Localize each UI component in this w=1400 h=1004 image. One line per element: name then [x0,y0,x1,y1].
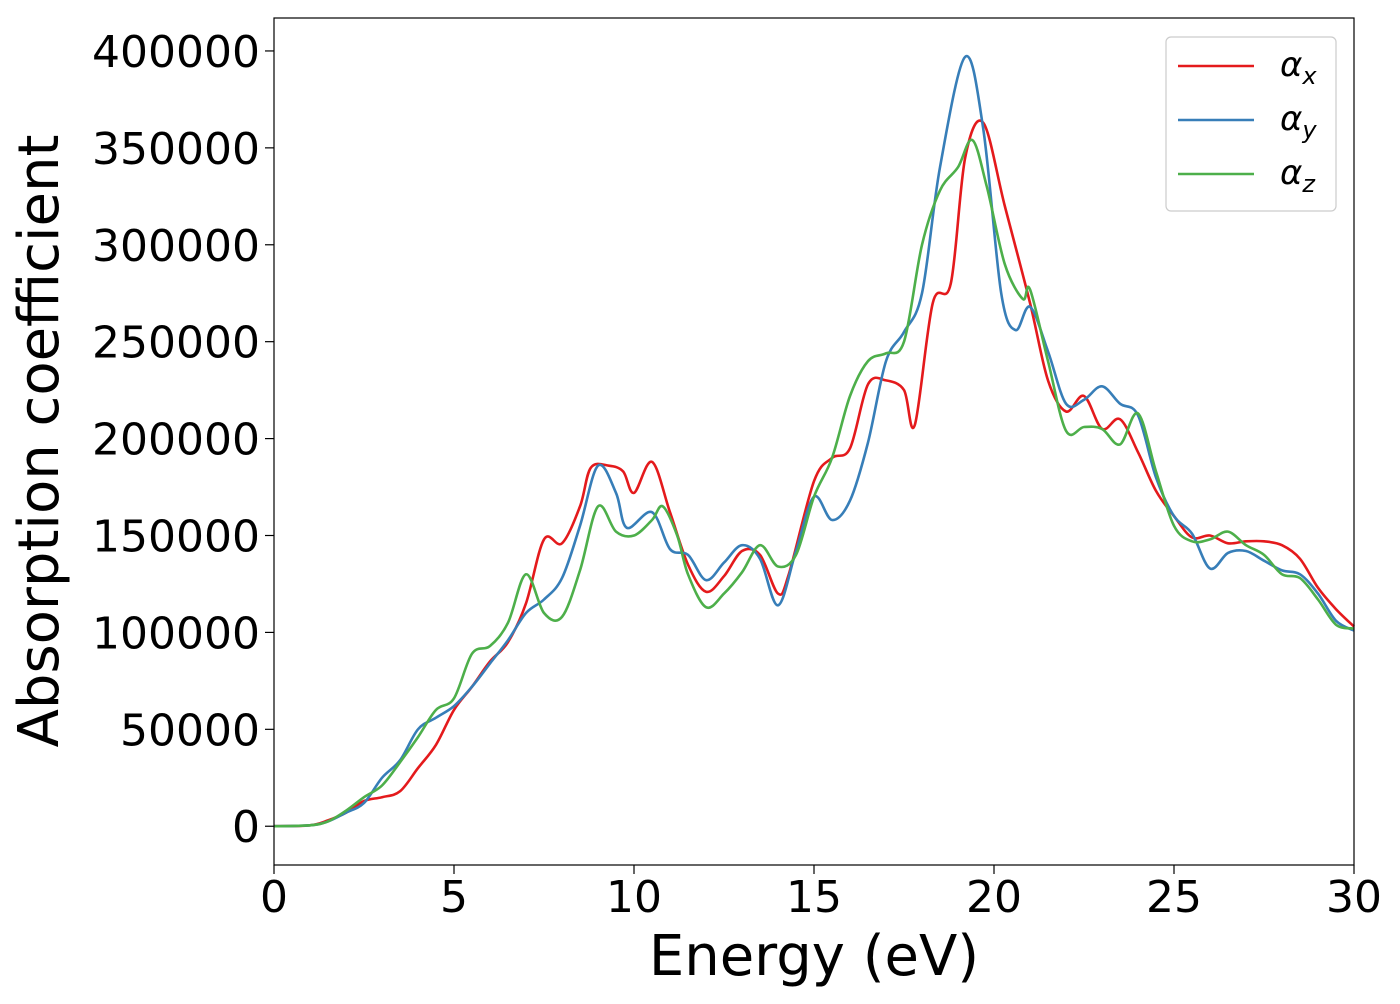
legend-label-x: αx [1280,45,1317,90]
y-tick-label: 200000 [92,415,260,466]
series-line-y [273,54,1355,828]
series-layer [273,54,1355,828]
y-axis-ticks: 0 50000 100000 150000 200000 250000 300000 3500… [92,27,274,853]
legend-label-y: αy [1280,99,1317,144]
y-axis-label: Absorption coefficient [7,135,72,748]
x-axis-ticks: 0 5 10 15 20 25 30 [260,865,1382,923]
legend-box [1165,36,1337,212]
x-tick-label: 5 [440,872,468,923]
series-line-x [273,119,1355,828]
x-tick-label: 10 [606,872,662,923]
x-axis-label: Energy (eV) [649,924,979,989]
series-line-z [273,138,1355,828]
y-tick-label: 400000 [92,27,260,78]
y-tick-label: 0 [232,802,260,853]
x-tick-label: 15 [786,872,842,923]
y-tick-label: 350000 [92,124,260,175]
x-tick-label: 0 [260,872,288,923]
legend-label-z: αz [1280,153,1316,198]
y-tick-label: 50000 [120,705,260,756]
x-tick-label: 20 [966,872,1022,923]
y-tick-label: 300000 [92,221,260,272]
y-tick-label: 150000 [92,512,260,563]
y-tick-label: 100000 [92,608,260,659]
x-tick-label: 30 [1326,872,1382,923]
y-tick-label: 250000 [92,318,260,369]
x-tick-label: 25 [1146,872,1202,923]
legend: αx αy αz [1165,36,1337,212]
